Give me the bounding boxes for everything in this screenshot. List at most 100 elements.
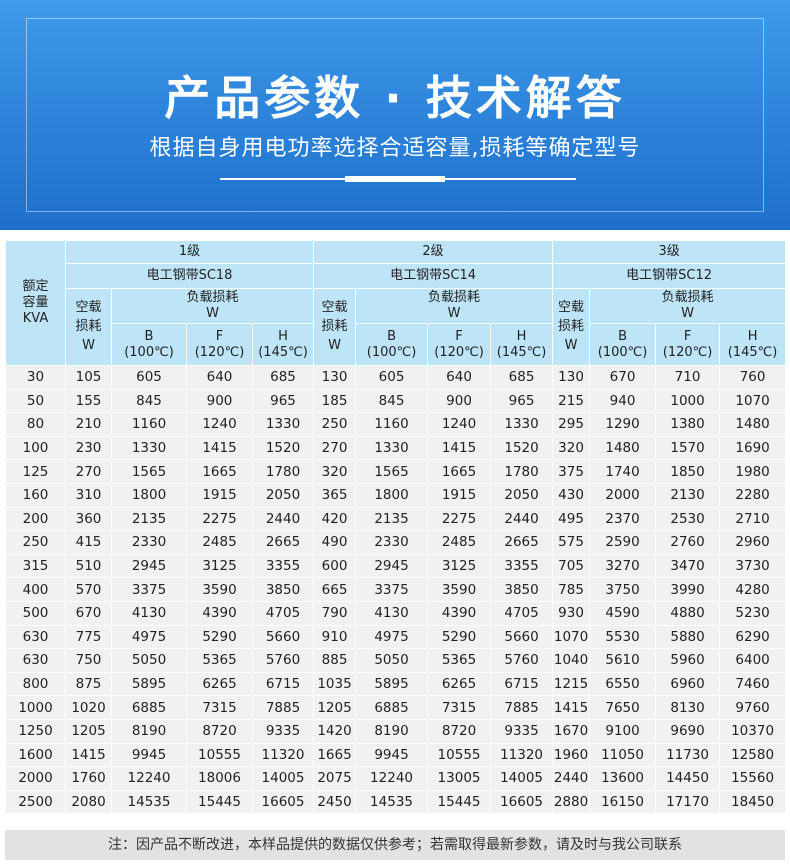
loss-cell: 750 [65, 648, 112, 673]
table-row: 250 415 2330 2485 2665 490 2330 2485 2665 575 2590… [5, 530, 787, 555]
header-banner: 产品参数 · 技术解答 根据自身用电功率选择合适容量,损耗等确定型号 [0, 0, 790, 230]
header-text: 额定 [22, 279, 49, 294]
loss-cell: 2945 [111, 553, 187, 579]
table-row: 160 310 1800 1915 2050 365 1800 1915 2050 430 2000… [5, 482, 787, 508]
loss-cell: 3850 [490, 577, 554, 602]
load-loss-header: 负载损耗 W [589, 288, 787, 324]
loss-cell: 15560 [719, 766, 787, 791]
loss-cell: 1520 [251, 435, 315, 461]
header-text: 空载 [558, 300, 585, 315]
header-text: W [564, 338, 578, 353]
loss-cell: 785 [552, 577, 591, 602]
loss-cell: 1160 [355, 412, 429, 437]
loss-cell: 310 [65, 482, 112, 508]
loss-cell: 1960 [552, 742, 591, 768]
loss-cell: 6400 [719, 648, 787, 673]
loss-cell: 4280 [719, 577, 787, 602]
loss-cell: 2450 [313, 789, 357, 815]
loss-cell: 1565 [111, 459, 187, 484]
loss-cell: 775 [65, 624, 112, 650]
loss-cell: 185 [313, 388, 357, 414]
loss-cell: 6265 [427, 671, 492, 697]
loss-cell: 9335 [251, 718, 315, 744]
loss-cell: 3470 [655, 553, 721, 579]
table-row: 400 570 3375 3590 3850 665 3375 3590 3850 785 3750… [5, 577, 787, 602]
loss-cell: 1415 [552, 695, 591, 720]
loss-cell: 4130 [111, 600, 187, 626]
loss-cell: 1000 [655, 388, 721, 414]
class-temp: (120℃) [194, 344, 245, 360]
loss-cell: 4975 [355, 624, 429, 650]
loss-cell: 420 [313, 506, 357, 532]
table-row: 2000 1760 12240 18006 14005 2075 12240 13005 140… [5, 766, 787, 791]
loss-cell: 2530 [655, 506, 721, 532]
capacity-cell: 100 [5, 435, 66, 461]
loss-cell: 4590 [589, 600, 657, 626]
loss-cell: 1330 [490, 412, 554, 437]
loss-cell: 9760 [719, 695, 787, 720]
loss-cell: 9690 [655, 718, 721, 744]
loss-cell: 12240 [355, 766, 429, 791]
loss-cell: 130 [313, 365, 357, 390]
loss-cell: 790 [313, 600, 357, 626]
class-letter: F [215, 328, 224, 344]
loss-cell: 3375 [355, 577, 429, 602]
header-text: 负载损耗 [661, 290, 714, 305]
header-text: 空载 [321, 300, 348, 315]
loss-cell: 14005 [251, 766, 315, 791]
class-temp: (100℃) [124, 344, 174, 360]
loss-cell: 9100 [589, 718, 657, 744]
loss-cell: 6290 [719, 624, 787, 650]
class-letter: F [683, 328, 692, 344]
loss-cell: 7315 [186, 695, 253, 720]
loss-cell: 2485 [186, 530, 253, 555]
grade-header: 3级 [552, 240, 787, 264]
table-row: 1000 1020 6885 7315 7885 1205 6885 7315 7885 1415… [5, 695, 787, 720]
capacity-cell: 1250 [5, 718, 66, 744]
loss-cell: 1980 [719, 459, 787, 484]
class-temp: (120℃) [434, 344, 484, 360]
material-header: 电工钢带SC18 [64, 263, 315, 289]
banner-frame [26, 18, 764, 212]
loss-cell: 605 [355, 365, 429, 390]
capacity-cell: 30 [5, 365, 66, 390]
loss-cell: 2760 [655, 530, 721, 555]
table-row: 2500 2080 14535 15445 16605 2450 14535 15445 166… [5, 789, 787, 815]
loss-cell: 875 [65, 671, 112, 697]
parameter-table: 额定 容量 KVA 1级 2级 3级 电工钢带SC18 电工钢带SC14 电工钢带SC12 空载损… [5, 240, 787, 815]
loss-cell: 965 [490, 388, 554, 414]
loss-cell: 845 [111, 388, 187, 414]
grade-label: 1级 [178, 244, 201, 259]
loss-cell: 2665 [251, 530, 315, 555]
loss-cell: 430 [552, 482, 591, 508]
loss-cell: 1205 [65, 718, 112, 744]
grade-header: 2级 [313, 240, 554, 264]
loss-cell: 5960 [655, 648, 721, 673]
loss-cell: 6550 [589, 671, 657, 697]
loss-cell: 2275 [186, 506, 253, 532]
capacity-cell: 2500 [5, 789, 66, 815]
loss-cell: 2665 [490, 530, 554, 555]
loss-cell: 1215 [552, 671, 591, 697]
loss-cell: 7885 [251, 695, 315, 720]
header-text: W [206, 306, 219, 321]
class-letter: H [747, 328, 758, 344]
loss-cell: 1520 [490, 435, 554, 461]
loss-cell: 105 [65, 365, 112, 390]
loss-cell: 6715 [251, 671, 315, 697]
material-header: 电工钢带SC14 [313, 263, 554, 289]
loss-cell: 600 [313, 553, 357, 579]
loss-cell: 14450 [655, 766, 721, 791]
loss-cell: 11730 [655, 742, 721, 768]
loss-cell: 685 [490, 365, 554, 390]
loss-cell: 1330 [355, 435, 429, 461]
loss-cell: 10555 [186, 742, 253, 768]
loss-cell: 1570 [655, 435, 721, 461]
loss-cell: 4880 [655, 600, 721, 626]
loss-cell: 8190 [111, 718, 187, 744]
noload-loss-header: 空载 损耗 W [65, 288, 112, 366]
loss-cell: 13005 [427, 766, 492, 791]
capacity-cell: 200 [5, 506, 66, 532]
loss-cell: 5050 [111, 648, 187, 673]
loss-cell: 1760 [65, 766, 112, 791]
